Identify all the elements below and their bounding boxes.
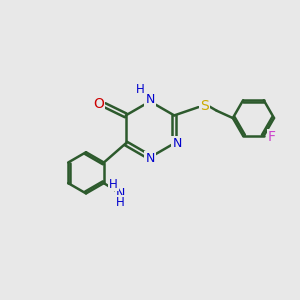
Text: N: N: [116, 187, 125, 200]
Text: F: F: [268, 130, 276, 144]
Text: H: H: [116, 196, 125, 209]
Text: N: N: [172, 137, 182, 150]
Text: O: O: [93, 97, 104, 111]
Text: H: H: [109, 178, 118, 190]
Text: H: H: [136, 82, 145, 95]
Text: S: S: [200, 99, 208, 113]
Text: N: N: [145, 93, 155, 106]
Text: N: N: [145, 152, 155, 165]
